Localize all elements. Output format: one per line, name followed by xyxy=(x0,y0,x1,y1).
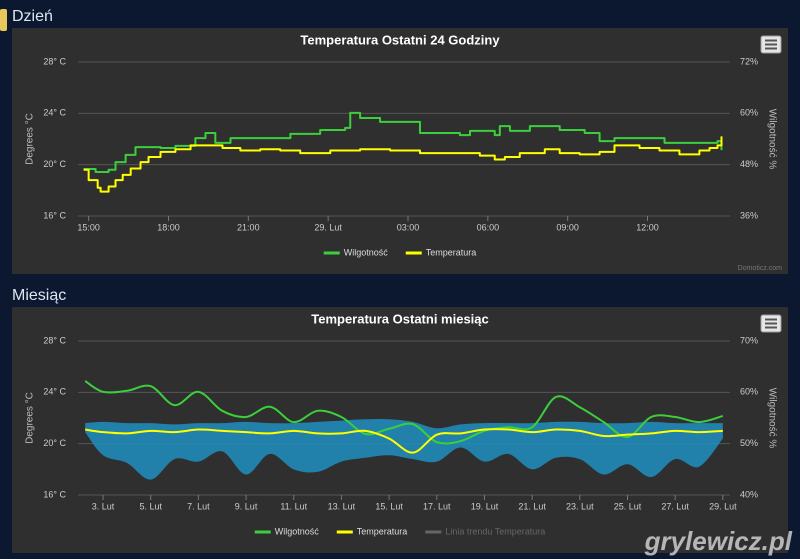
x-tick-label: 27. Lut xyxy=(661,501,689,511)
y2-tick-label: 50% xyxy=(740,438,758,448)
x-tick-label: 03:00 xyxy=(397,222,420,232)
y-axis-label: Degrees °C xyxy=(25,392,36,444)
x-tick-label: 7. Lut xyxy=(187,501,210,511)
x-tick-label: 06:00 xyxy=(477,222,500,232)
x-tick-label: 15. Lut xyxy=(375,501,403,511)
x-tick-label: 9. Lut xyxy=(235,501,258,511)
y2-tick-label: 36% xyxy=(740,210,758,220)
legend-item[interactable]: Wilgotność xyxy=(323,247,389,257)
y2-tick-label: 60% xyxy=(740,387,758,397)
y-tick-label: 24° C xyxy=(43,387,66,397)
legend-label[interactable]: Temperatura xyxy=(426,247,477,257)
y-tick-label: 28° C xyxy=(43,335,66,345)
x-tick-label: 11. Lut xyxy=(280,501,307,511)
x-tick-label: 12:00 xyxy=(636,222,659,232)
x-tick-label: 29. Lut xyxy=(314,222,342,232)
series-line xyxy=(85,428,723,454)
legend-item[interactable]: Temperatura xyxy=(405,247,477,257)
series-line xyxy=(83,111,723,173)
x-tick-label: 13. Lut xyxy=(328,501,356,511)
x-tick-label: 18:00 xyxy=(157,222,180,232)
legend: Wilgotność Temperatura Linia trendu Temper… xyxy=(254,526,545,536)
chart-menu-button[interactable] xyxy=(760,35,782,54)
y-axis-label: Degrees °C xyxy=(25,113,36,165)
legend-label[interactable]: Temperatura xyxy=(357,526,408,536)
chart-menu-button[interactable] xyxy=(760,314,782,333)
series-line xyxy=(84,380,724,445)
x-tick-label: 5. Lut xyxy=(139,501,162,511)
x-tick-label: 21. Lut xyxy=(518,501,546,511)
y-tick-label: 20° C xyxy=(43,159,66,169)
y-tick-label: 16° C xyxy=(43,210,66,220)
legend-item[interactable]: Linia trendu Temperatura xyxy=(425,526,545,536)
y2-tick-label: 72% xyxy=(740,56,758,66)
credits[interactable]: Domoticz.com xyxy=(738,265,783,272)
legend-label[interactable]: Wilgotność xyxy=(275,526,320,536)
x-tick-label: 19. Lut xyxy=(471,501,499,511)
x-tick-label: 29. Lut xyxy=(709,501,737,511)
section-icon[interactable] xyxy=(0,9,7,31)
y2-tick-label: 48% xyxy=(740,159,758,169)
watermark: grylewicz.pl xyxy=(644,526,793,556)
y-tick-label: 24° C xyxy=(43,108,66,118)
legend-item[interactable]: Wilgotność xyxy=(254,526,320,536)
x-tick-label: 25. Lut xyxy=(614,501,642,511)
y-tick-label: 28° C xyxy=(43,56,66,66)
legend-item[interactable]: Temperatura xyxy=(336,526,408,536)
legend-label[interactable]: Wilgotność xyxy=(344,247,389,257)
x-tick-label: 3. Lut xyxy=(92,501,115,511)
y2-axis-label: Wilgotność % xyxy=(766,109,777,170)
x-tick-label: 17. Lut xyxy=(423,501,451,511)
chart-title: Temperatura Ostatni miesiąc xyxy=(311,311,489,326)
x-tick-label: 21:00 xyxy=(237,222,260,232)
chart-title: Temperatura Ostatni 24 Godziny xyxy=(300,32,500,47)
x-tick-label: 09:00 xyxy=(556,222,579,232)
series-line xyxy=(83,136,723,193)
y-tick-label: 20° C xyxy=(43,438,66,448)
y2-axis-label: Wilgotność % xyxy=(766,388,777,449)
y2-tick-label: 40% xyxy=(740,489,758,499)
x-tick-label: 15:00 xyxy=(77,222,100,232)
y2-tick-label: 60% xyxy=(740,108,758,118)
y2-tick-label: 70% xyxy=(740,335,758,345)
section-heading: Dzień xyxy=(12,8,53,25)
x-tick-label: 23. Lut xyxy=(566,501,594,511)
legend: Wilgotność Temperatura xyxy=(323,247,477,257)
section-heading: Miesiąc xyxy=(12,287,66,304)
legend-label[interactable]: Linia trendu Temperatura xyxy=(445,526,545,536)
y-tick-label: 16° C xyxy=(43,489,66,499)
